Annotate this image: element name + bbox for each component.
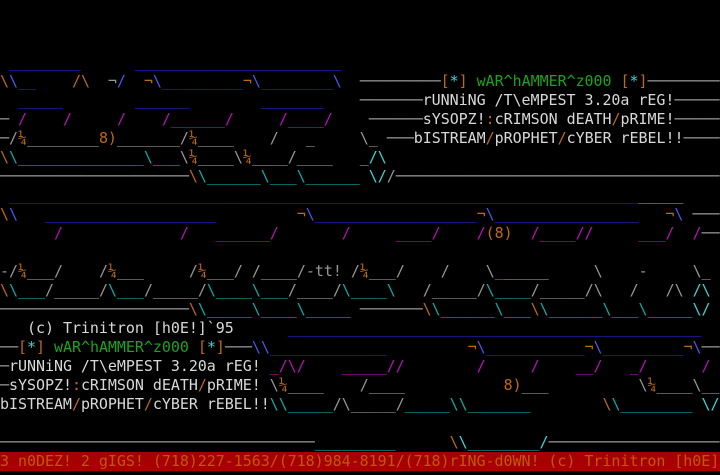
trinitron-credit: (c) Trinitron [h0E!]`95 ________________…: [26, 319, 702, 337]
warhammer-title-bottom: ──[*] wAR^hAMMER^z000 [*]───\\__________…: [0, 338, 720, 356]
bitstream-bottom: bISTREAM/pROPHET/cYBER rEBEL!!\\_____/\_…: [0, 395, 720, 413]
ansi-art-row: ─────────────────────\\______\___\______…: [0, 167, 720, 185]
bitstream-top: ─/¼________8)_______/¼____ / _ \_ ───bIS…: [0, 129, 720, 147]
blank-row: [0, 414, 720, 433]
ansi-art-row: ________________________________________…: [9, 186, 684, 204]
nodes-info-bar: 3 n0DEZ! 2 gIGS! (718)227-1563/(718)984-…: [0, 452, 720, 471]
blank-row: [0, 34, 720, 53]
ansi-art-row: ─────────────────────\\_____\____\_____ …: [0, 300, 711, 318]
ansi-art-row: -/¼___/ /¼___ /¼___/ /____/-tt! /¼___/ /…: [0, 262, 711, 280]
ansi-art-row: \\___/_____/\___/_____/\____\___/____/\_…: [0, 281, 711, 299]
ansi-art-row: ________ _______________________: [9, 53, 342, 71]
running-tempest-top: _____ ______ _______ ───────rUNNiNG /T\e…: [17, 91, 720, 109]
ansi-art-row: \\ ___________________ ¬\_______________…: [0, 205, 720, 223]
blank-row: [0, 15, 720, 34]
sysops-bottom: ─sYSOPZ!:cRIMSON dEATH/pRIME! \¼____ /__…: [0, 376, 720, 394]
ansi-art-row: ───────────────────────────────────_____…: [0, 433, 720, 451]
bottom-divider: ────────────────────────────────────────…: [0, 471, 720, 475]
blank-row: [0, 243, 720, 262]
ansi-art-row: \\______________\___\¼____\¼____/____ _/…: [0, 148, 387, 166]
running-tempest-bottom: ─rUNNiNG /T\eMPEST 3.20a rEG! _/\/ _____…: [0, 357, 711, 375]
sysops-top: ─ / / / /______/ /____/ ──────sYSOPZ!:cR…: [0, 110, 720, 128]
warhammer-title-top: \\__ /\ ¬/ ¬\_________¬\________\ ──────…: [0, 72, 720, 90]
terminal-text-grid: ________ _______________________ \\__ /\ …: [0, 15, 720, 475]
ansi-art-row: / / ______/ / ____/ /(8) /____// ___/ /─…: [53, 224, 720, 242]
